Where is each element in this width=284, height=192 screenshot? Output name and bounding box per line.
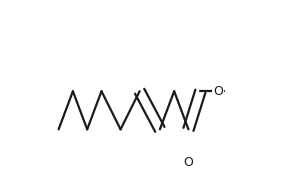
Text: O: O [213, 85, 223, 98]
Text: O: O [183, 156, 193, 169]
